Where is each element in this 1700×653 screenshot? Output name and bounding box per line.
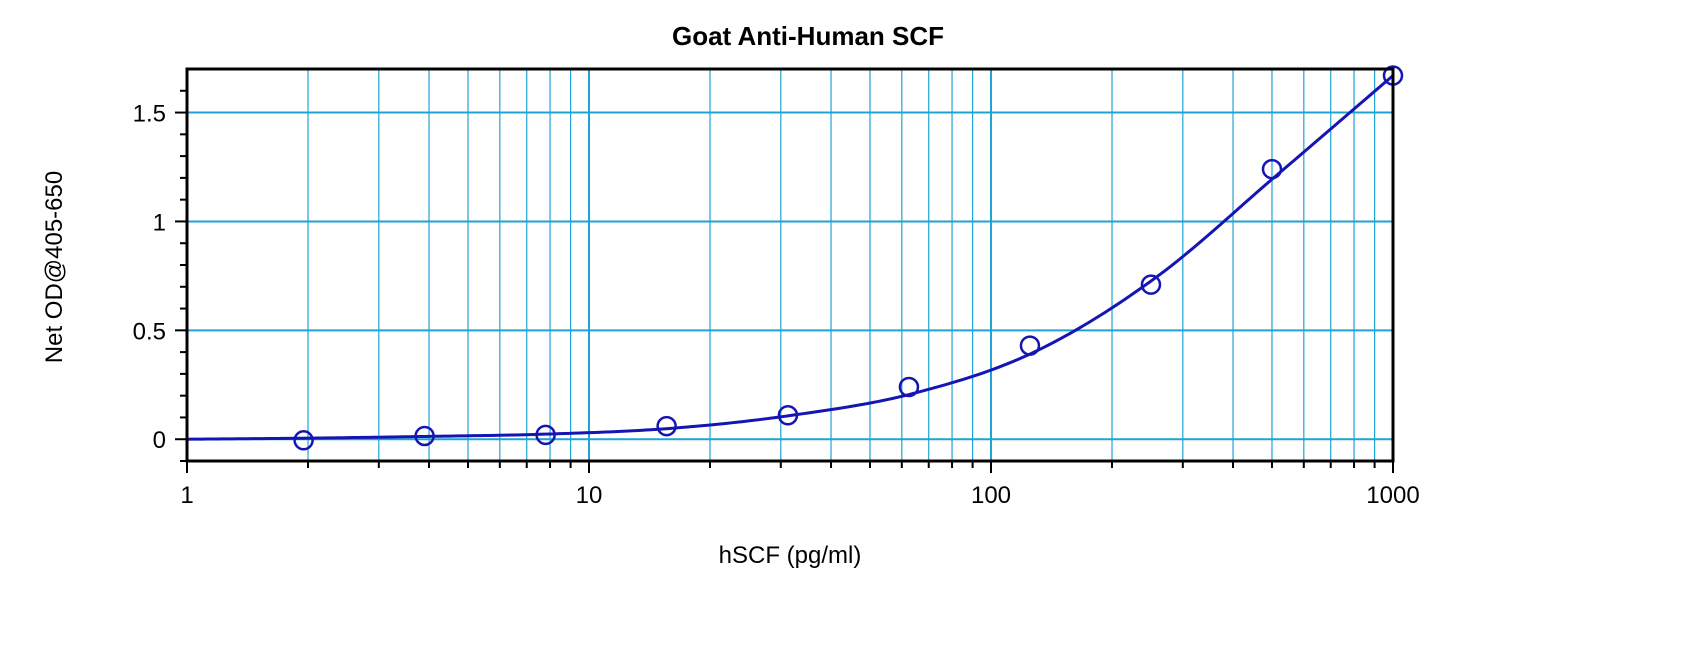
- data-point: [414, 425, 435, 447]
- fit-curve: [186, 74, 1394, 441]
- x-axis-title: hSCF (pg/ml): [719, 542, 862, 569]
- y-tick-label: 1: [153, 209, 166, 236]
- grid-lines: [187, 69, 1393, 461]
- x-tick-label: 10: [576, 482, 603, 509]
- chart-title: Goat Anti-Human SCF: [672, 21, 944, 51]
- plot-frame: [185, 67, 1395, 463]
- data-point: [1140, 274, 1162, 295]
- data-point: [656, 415, 677, 437]
- data-point: [1019, 335, 1041, 356]
- data-point: [1261, 158, 1283, 180]
- x-tick-label: 1: [180, 482, 193, 509]
- x-tick-label: 100: [971, 482, 1011, 509]
- y-tick-label: 0.5: [133, 318, 166, 345]
- data-points-layer: [293, 65, 1404, 451]
- y-tick-label: 1.5: [133, 101, 166, 128]
- data-point: [898, 376, 920, 398]
- fit-curve-layer: [186, 74, 1394, 441]
- y-tick-label: 0: [153, 427, 166, 454]
- tick-labels: 1 10 100 1000 0 0.5 1 1.5: [133, 101, 1420, 509]
- axis-ticks: [175, 89, 1394, 473]
- data-point: [293, 430, 314, 451]
- x-tick-label: 1000: [1366, 482, 1419, 509]
- data-point: [777, 405, 799, 426]
- data-point: [535, 424, 556, 446]
- y-axis-title: Net OD@405-650: [41, 171, 68, 363]
